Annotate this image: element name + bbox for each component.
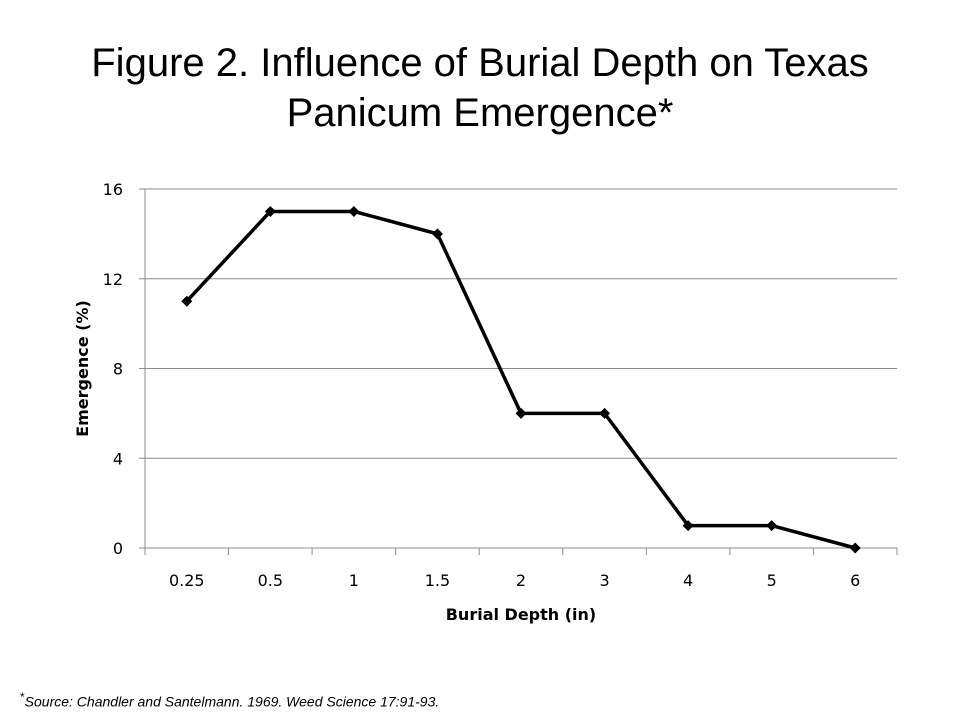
x-tick-label: 0.5 <box>258 571 283 590</box>
data-point <box>264 205 276 217</box>
x-tick-label: 6 <box>850 571 860 590</box>
y-tick-label: 4 <box>113 449 123 468</box>
y-tick-label: 12 <box>103 270 123 289</box>
x-tick-label: 2 <box>516 571 526 590</box>
series-line <box>185 209 856 550</box>
footnote-text: Source: Chandler and Santelmann. 1969. W… <box>24 693 440 710</box>
y-tick-label: 8 <box>113 360 123 379</box>
data-point <box>682 520 694 532</box>
x-tick-label: 4 <box>683 571 693 590</box>
x-axis-title: Burial Depth (in) <box>446 605 597 624</box>
data-point <box>348 205 360 217</box>
footnote-mark: * <box>20 690 25 704</box>
source-footnote: *Source: Chandler and Santelmann. 1969. … <box>20 690 439 710</box>
x-tick-label: 1 <box>349 571 359 590</box>
chart-title: Figure 2. Influence of Burial Depth on T… <box>0 38 960 138</box>
x-tick-label: 1.5 <box>425 571 450 590</box>
data-point <box>766 520 778 532</box>
data-point <box>515 407 527 419</box>
axes <box>139 188 898 555</box>
data-point <box>431 228 443 240</box>
x-tick-label: 0.25 <box>169 571 205 590</box>
data-point <box>181 295 193 307</box>
chart-title-line-1: Figure 2. Influence of Burial Depth on T… <box>91 41 869 85</box>
y-tick-label: 0 <box>113 539 123 558</box>
y-axis-title: Emergence (%) <box>73 300 92 437</box>
x-tick-labels: 0.25 0.5 1 1.5 2 3 4 5 6 <box>169 571 860 590</box>
gridlines <box>145 188 897 459</box>
data-point <box>599 407 611 419</box>
x-tick-label: 5 <box>767 571 777 590</box>
chart-title-line-2: Panicum Emergence* <box>286 91 674 135</box>
y-tick-label: 16 <box>103 180 123 199</box>
x-tick-label: 3 <box>599 571 609 590</box>
series-emergence <box>181 205 861 554</box>
data-point <box>849 542 861 554</box>
y-tick-labels: 0 4 8 12 16 <box>103 180 123 558</box>
